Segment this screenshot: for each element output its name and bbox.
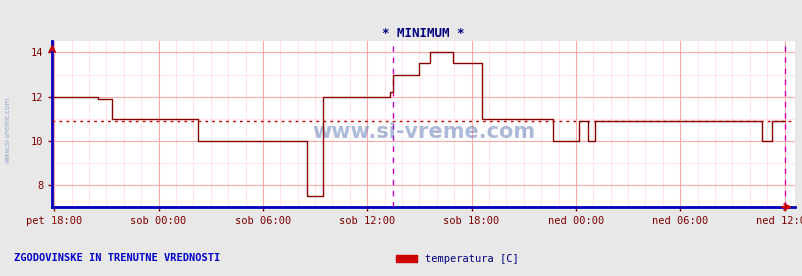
Text: www.si-vreme.com: www.si-vreme.com (5, 97, 11, 163)
Text: www.si-vreme.com: www.si-vreme.com (312, 123, 534, 142)
Legend: temperatura [C]: temperatura [C] (391, 250, 523, 268)
Text: ZGODOVINSKE IN TRENUTNE VREDNOSTI: ZGODOVINSKE IN TRENUTNE VREDNOSTI (14, 253, 221, 263)
Title: * MINIMUM *: * MINIMUM * (382, 27, 464, 40)
